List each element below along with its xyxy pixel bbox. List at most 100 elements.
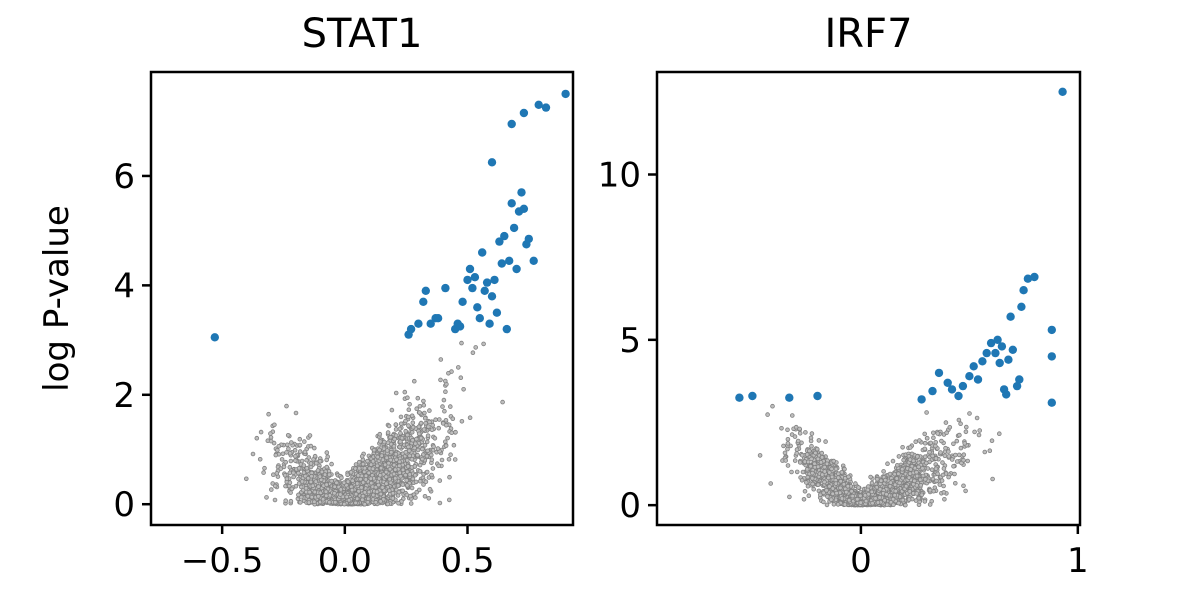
- background-point: [368, 462, 374, 467]
- background-point: [473, 345, 479, 350]
- background-point: [961, 457, 966, 463]
- background-point: [954, 459, 960, 464]
- y-tick-label: 6: [113, 157, 135, 197]
- background-point: [391, 462, 397, 468]
- background-point: [989, 438, 995, 444]
- background-point: [452, 457, 458, 462]
- background-point: [410, 476, 416, 482]
- background-point: [814, 446, 820, 452]
- background-point: [951, 463, 956, 469]
- background-point: [819, 450, 825, 456]
- background-point: [344, 494, 350, 500]
- background-point: [831, 458, 836, 464]
- background-point: [416, 431, 422, 437]
- significant-point: [1019, 286, 1028, 295]
- background-point: [307, 433, 313, 438]
- background-point: [433, 417, 438, 423]
- background-point: [447, 474, 452, 480]
- background-point: [912, 478, 917, 484]
- background-point: [765, 412, 770, 417]
- significant-point: [1004, 355, 1013, 364]
- background-point: [785, 446, 790, 452]
- background-point: [448, 452, 453, 458]
- background-point: [938, 450, 943, 455]
- background-point: [391, 443, 397, 449]
- background-point: [403, 428, 409, 434]
- background-point: [442, 378, 448, 384]
- background-point: [258, 429, 264, 435]
- background-point: [327, 499, 332, 505]
- background-point: [818, 460, 824, 465]
- background-point: [821, 499, 826, 505]
- background-point: [887, 483, 893, 489]
- background-point: [355, 473, 361, 478]
- significant-point: [414, 319, 423, 328]
- background-point: [296, 465, 302, 471]
- background-point: [297, 449, 303, 454]
- background-point: [409, 413, 415, 419]
- background-point: [453, 429, 458, 435]
- background-point: [877, 486, 883, 492]
- background-point: [332, 499, 338, 505]
- background-point: [963, 429, 969, 435]
- background-point: [830, 491, 835, 497]
- background-point: [305, 475, 311, 481]
- background-point: [403, 418, 408, 424]
- background-point: [809, 431, 815, 436]
- significant-point: [1012, 381, 1022, 391]
- background-point: [781, 443, 786, 449]
- background-point: [901, 457, 906, 463]
- background-point: [896, 500, 901, 506]
- background-point: [863, 498, 869, 504]
- background-point: [362, 501, 368, 507]
- background-point: [943, 445, 948, 451]
- background-point: [291, 470, 296, 476]
- background-point: [317, 458, 323, 464]
- background-point: [360, 497, 365, 503]
- background-point: [933, 443, 938, 449]
- background-point: [377, 447, 382, 453]
- significant-point: [502, 324, 511, 334]
- background-point: [299, 479, 305, 484]
- background-point: [425, 448, 430, 454]
- background-point: [413, 495, 418, 500]
- significant-point: [947, 385, 957, 394]
- x-tick-label: 1: [1067, 541, 1089, 581]
- background-point: [914, 473, 920, 479]
- significant-point: [993, 335, 1002, 344]
- background-point: [940, 472, 946, 478]
- background-point: [928, 440, 934, 446]
- background-point: [409, 456, 415, 462]
- background-point: [884, 491, 889, 497]
- background-point: [946, 454, 952, 459]
- significant-point: [1017, 302, 1026, 311]
- significant-point: [785, 393, 794, 402]
- background-point: [835, 475, 841, 480]
- background-point: [380, 485, 385, 490]
- significant-point: [512, 264, 521, 274]
- background-point: [858, 500, 863, 505]
- background-point: [345, 479, 351, 484]
- significant-point: [1058, 87, 1067, 97]
- background-point: [397, 444, 403, 450]
- background-point: [371, 447, 377, 453]
- background-point: [942, 453, 948, 459]
- significant-point: [465, 264, 475, 274]
- background-point: [797, 460, 803, 465]
- background-point: [324, 450, 330, 455]
- background-point: [831, 501, 837, 507]
- background-point: [275, 447, 280, 453]
- background-point: [870, 500, 875, 506]
- background-point: [309, 473, 314, 479]
- chart-title: IRF7: [824, 11, 912, 57]
- background-point: [809, 443, 814, 449]
- background-point: [400, 482, 406, 487]
- significant-point: [455, 322, 465, 331]
- background-point: [365, 496, 371, 502]
- background-point: [946, 474, 951, 480]
- background-point: [402, 389, 408, 395]
- background-point: [308, 479, 314, 485]
- background-point: [942, 496, 947, 502]
